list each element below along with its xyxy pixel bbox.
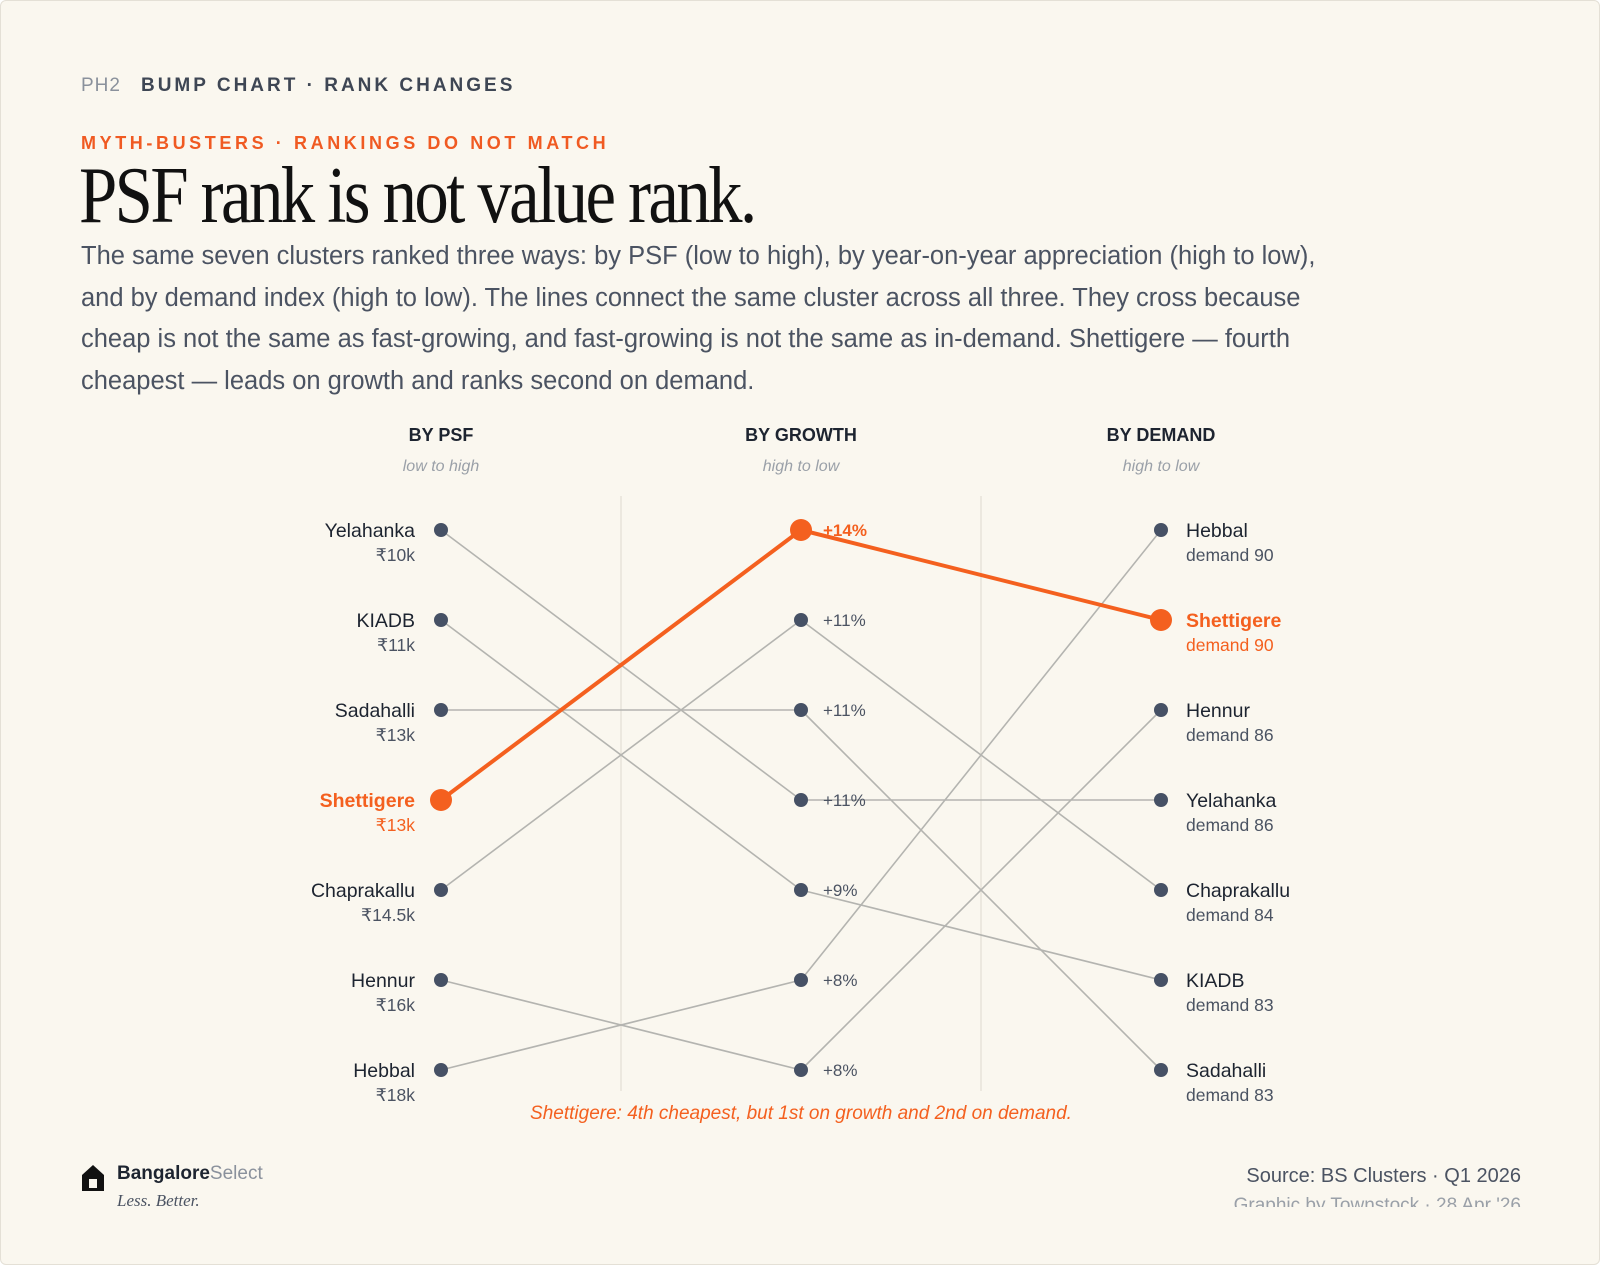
- label-psf-value-hennur: ₹16k: [376, 995, 416, 1015]
- brand-bold: Bangalore: [117, 1163, 210, 1184]
- point-hebbal-growth: [794, 973, 808, 987]
- label-growth-shettigere: +14%: [823, 521, 867, 540]
- point-hennur-growth: [794, 1063, 808, 1077]
- label-demand-value-kiadb: demand 83: [1186, 995, 1274, 1015]
- point-chaprakallu-demand: [1154, 883, 1168, 897]
- chart-code-line: PH2 BUMP CHART · RANK CHANGES: [81, 75, 515, 97]
- label-psf-name-chaprakallu: Chaprakallu: [311, 880, 415, 902]
- label-demand-name-sadahalli: Sadahalli: [1186, 1060, 1266, 1082]
- label-psf-name-yelahanka: Yelahanka: [325, 520, 416, 542]
- label-psf-value-kiadb: ₹11k: [377, 635, 415, 655]
- point-sadahalli-demand: [1154, 1063, 1168, 1077]
- credit-note: Graphic by Townstock · 28 Apr '26: [1233, 1195, 1521, 1207]
- chart-kind: BUMP CHART · RANK CHANGES: [140, 75, 516, 96]
- column-subtitle-psf: low to high: [403, 458, 480, 475]
- label-psf-name-hennur: Hennur: [351, 970, 415, 992]
- chart-code: PH2: [81, 75, 121, 96]
- label-demand-value-sadahalli: demand 83: [1186, 1085, 1274, 1105]
- column-header-psf: BY PSF: [409, 425, 474, 445]
- label-psf-value-yelahanka: ₹10k: [376, 545, 416, 565]
- label-demand-name-kiadb: KIADB: [1186, 970, 1245, 992]
- series-line-chaprakallu: [440, 619, 1162, 891]
- page-title: PSF rank is not value rank.: [79, 152, 757, 240]
- point-yelahanka-psf: [434, 523, 448, 537]
- label-psf-value-chaprakallu: ₹14.5k: [361, 905, 415, 925]
- column-header-growth: BY GROWTH: [745, 425, 857, 445]
- column-subtitle-growth: high to low: [763, 458, 841, 475]
- point-yelahanka-demand: [1154, 793, 1168, 807]
- point-sadahalli-psf: [434, 703, 448, 717]
- label-demand-name-shettigere: Shettigere: [1186, 610, 1282, 632]
- point-hebbal-demand: [1154, 523, 1168, 537]
- label-demand-name-yelahanka: Yelahanka: [1186, 790, 1277, 812]
- point-hebbal-psf: [434, 1063, 448, 1077]
- label-psf-name-hebbal: Hebbal: [353, 1060, 415, 1082]
- label-growth-hebbal: +8%: [823, 971, 858, 990]
- label-demand-name-hebbal: Hebbal: [1186, 520, 1248, 542]
- description: The same seven clusters ranked three way…: [81, 242, 1316, 395]
- column-header-demand: BY DEMAND: [1107, 425, 1216, 445]
- point-kiadb-demand: [1154, 973, 1168, 987]
- brand-light: Select: [209, 1163, 263, 1184]
- house-icon: [82, 1165, 104, 1191]
- label-demand-name-hennur: Hennur: [1186, 700, 1250, 722]
- label-psf-name-kiadb: KIADB: [356, 610, 415, 632]
- point-hennur-psf: [434, 973, 448, 987]
- point-shettigere-demand: [1150, 609, 1172, 631]
- label-demand-value-yelahanka: demand 86: [1186, 815, 1274, 835]
- label-demand-value-shettigere: demand 90: [1186, 635, 1274, 655]
- point-shettigere-growth: [790, 519, 812, 541]
- point-kiadb-psf: [434, 613, 448, 627]
- point-hennur-demand: [1154, 703, 1168, 717]
- label-growth-kiadb: +9%: [823, 881, 858, 900]
- label-demand-value-chaprakallu: demand 84: [1186, 905, 1274, 925]
- brand-name: BangaloreSelect: [117, 1163, 263, 1185]
- label-demand-value-hennur: demand 86: [1186, 725, 1274, 745]
- chart-annotation: Shettigere: 4th cheapest, but 1st on gro…: [530, 1103, 1072, 1124]
- label-psf-value-hebbal: ₹18k: [376, 1085, 416, 1105]
- point-shettigere-psf: [430, 789, 452, 811]
- point-chaprakallu-growth: [794, 613, 808, 627]
- label-growth-sadahalli: +11%: [823, 701, 866, 720]
- label-psf-value-shettigere: ₹13k: [376, 815, 416, 835]
- label-demand-value-hebbal: demand 90: [1186, 545, 1274, 565]
- point-kiadb-growth: [794, 883, 808, 897]
- label-growth-chaprakallu: +11%: [823, 611, 866, 630]
- point-yelahanka-growth: [794, 793, 808, 807]
- brand-tagline: Less. Better.: [117, 1191, 200, 1207]
- kicker: MYTH-BUSTERS · RANKINGS DO NOT MATCH: [81, 133, 610, 153]
- point-sadahalli-growth: [794, 703, 808, 717]
- source-note: Source: BS Clusters · Q1 2026: [1246, 1165, 1521, 1187]
- label-growth-yelahanka: +11%: [823, 791, 866, 810]
- label-growth-hennur: +8%: [823, 1061, 858, 1080]
- column-subtitle-demand: high to low: [1123, 458, 1201, 475]
- point-chaprakallu-psf: [434, 883, 448, 897]
- label-psf-name-shettigere: Shettigere: [320, 790, 416, 812]
- label-psf-value-sadahalli: ₹13k: [376, 725, 416, 745]
- label-psf-name-sadahalli: Sadahalli: [335, 700, 415, 722]
- label-demand-name-chaprakallu: Chaprakallu: [1186, 880, 1290, 902]
